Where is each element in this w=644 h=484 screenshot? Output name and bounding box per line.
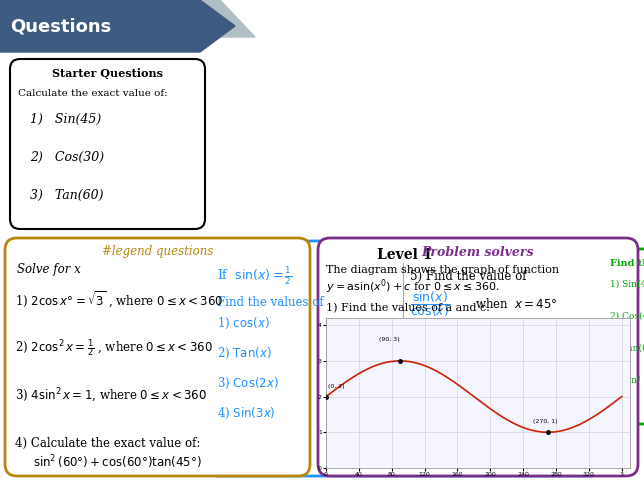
Text: Starter Questions: Starter Questions — [52, 67, 163, 78]
Text: 2) $\mathrm{Tan}(x)$: 2) $\mathrm{Tan}(x)$ — [217, 346, 272, 361]
Text: 2) Cos(45) x: 2) Cos(45) x — [610, 312, 644, 320]
Text: 3)   Tan(60): 3) Tan(60) — [30, 188, 104, 201]
Text: 3) $\mathrm{Cos}(2x)$: 3) $\mathrm{Cos}(2x)$ — [217, 376, 279, 391]
FancyBboxPatch shape — [607, 249, 644, 424]
FancyBboxPatch shape — [5, 238, 310, 476]
Text: Problem solvers: Problem solvers — [422, 245, 535, 258]
Polygon shape — [0, 0, 235, 52]
Text: 4) Sin² (60): 4) Sin² (60) — [610, 376, 644, 384]
Polygon shape — [0, 0, 255, 37]
Text: Find the values of: Find the values of — [217, 297, 324, 309]
Text: 3) $4\sin^2 x = 1$, where $0 \leq x < 360$: 3) $4\sin^2 x = 1$, where $0 \leq x < 36… — [15, 387, 207, 405]
Text: Level 1: Level 1 — [377, 248, 433, 262]
Text: (0, 2): (0, 2) — [328, 384, 345, 389]
Text: Solve for x: Solve for x — [17, 263, 80, 276]
Text: 1)   Sin(45): 1) Sin(45) — [30, 112, 101, 125]
Text: 3) Tan(0) x C: 3) Tan(0) x C — [610, 344, 644, 352]
Text: #legend questions: #legend questions — [102, 245, 213, 258]
Text: $y = \mathrm{asin}(x^0) + c$ for $0 \leq x \leq 360$.: $y = \mathrm{asin}(x^0) + c$ for $0 \leq… — [326, 278, 500, 296]
Text: 2) $2\cos^2 x = \frac{1}{2}$ , where $0 \leq x < 360$: 2) $2\cos^2 x = \frac{1}{2}$ , where $0 … — [15, 337, 213, 359]
Text: 1) $2\cos x° = \sqrt{3}$ , where $0 \leq x < 360$: 1) $2\cos x° = \sqrt{3}$ , where $0 \leq… — [15, 290, 223, 310]
Text: 5) Find the value of: 5) Find the value of — [410, 270, 527, 283]
Text: The diagram shows the graph of function: The diagram shows the graph of function — [326, 265, 559, 275]
Text: $\dfrac{\mathrm{Sin}(x)}{\mathrm{Cos}(x)}$: $\dfrac{\mathrm{Sin}(x)}{\mathrm{Cos}(x)… — [410, 366, 452, 396]
Text: $\sin^2(60°) + \cos(60°)\tan(45°)$: $\sin^2(60°) + \cos(60°)\tan(45°)$ — [33, 453, 202, 471]
Text: 1) Find the values of a and c.: 1) Find the values of a and c. — [326, 303, 489, 313]
Text: when  $x = 30°$: when $x = 30°$ — [475, 374, 558, 388]
Text: (90, 3): (90, 3) — [379, 337, 400, 342]
Text: Calculate the exact value of:: Calculate the exact value of: — [18, 89, 167, 97]
FancyBboxPatch shape — [318, 238, 638, 476]
Text: 6) Find the value of: 6) Find the value of — [410, 343, 527, 356]
FancyBboxPatch shape — [10, 59, 205, 229]
Text: Find the valu: Find the valu — [610, 259, 644, 269]
Text: (270, 1): (270, 1) — [533, 419, 558, 424]
Text: 1) Sin(45) x C: 1) Sin(45) x C — [610, 279, 644, 288]
Text: Questions: Questions — [10, 17, 111, 35]
Text: 2)   Cos(30): 2) Cos(30) — [30, 151, 104, 164]
Text: 1) $\cos(x)$: 1) $\cos(x)$ — [217, 316, 270, 331]
Text: $\dfrac{\sin(x)}{\cos(x)}$: $\dfrac{\sin(x)}{\cos(x)}$ — [410, 289, 450, 319]
Text: If  $\sin(x) = \frac{1}{2}$: If $\sin(x) = \frac{1}{2}$ — [217, 265, 292, 287]
Text: 4) $\mathrm{Sin}(3x)$: 4) $\mathrm{Sin}(3x)$ — [217, 406, 276, 421]
Text: 4) Calculate the exact value of:: 4) Calculate the exact value of: — [15, 437, 200, 450]
FancyBboxPatch shape — [205, 241, 605, 476]
Text: when  $x = 45°$: when $x = 45°$ — [475, 297, 558, 311]
